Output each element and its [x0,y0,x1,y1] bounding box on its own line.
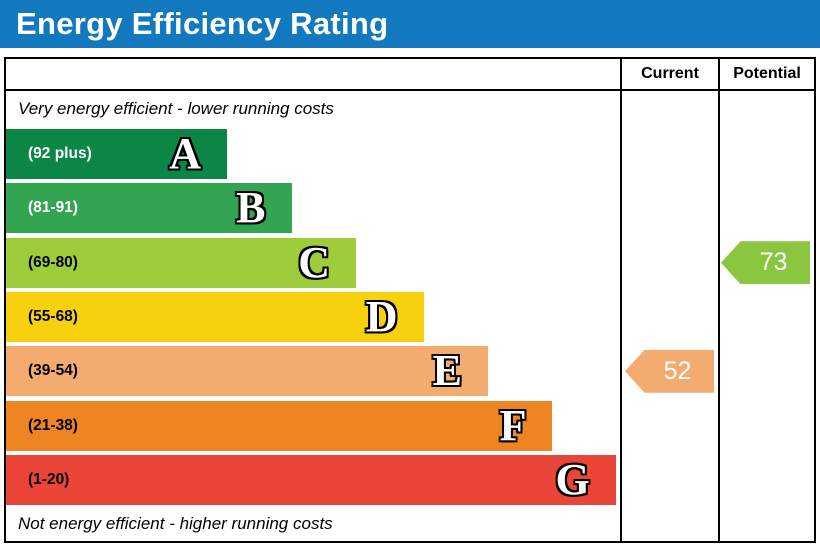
band-range-label: (1-20) [28,470,70,488]
band-range-label: (39-54) [28,362,78,380]
band-row-f: (21-38) F [6,398,620,452]
energy-rating-chart: Very energy efficient - lower running co… [4,57,816,543]
band-range-label: (92 plus) [28,145,92,163]
bands-body: Very energy efficient - lower running co… [6,91,620,541]
current-rating-value: 52 [663,356,692,385]
current-rating-arrow: 52 [625,349,714,393]
potential-rating-arrow: 73 [721,241,810,285]
band-letter: A [169,129,202,179]
potential-column-header: Potential [720,59,814,91]
band-bar-e: (39-54) E [6,346,488,397]
potential-rating-value: 73 [759,248,788,277]
band-bar-b: (81-91) B [6,183,292,234]
page-title: Energy Efficiency Rating [16,6,389,41]
band-bar-f: (21-38) F [6,400,553,451]
band-letter: C [298,237,330,287]
band-range-label: (81-91) [28,199,78,217]
band-row-g: (1-20) G [6,453,620,507]
bottom-note: Not energy efficient - higher running co… [18,514,333,533]
band-bar-g: (1-20) G [6,454,616,505]
band-row-c: (69-80) C [6,236,620,290]
bands: (92 plus) A (81-91) B (69-80) C (55-68) D (39-54… [6,127,620,507]
band-letter: F [499,400,527,450]
band-letter: B [236,183,266,233]
band-letter: G [555,454,590,504]
band-row-a: (92 plus) A [6,127,620,181]
band-letter: E [432,346,462,396]
band-bar-d: (55-68) D [6,291,424,342]
top-note: Very energy efficient - lower running co… [18,99,334,118]
current-column-header: Current [622,59,718,91]
potential-column-body: 73 [720,91,814,541]
potential-column: Potential 73 [718,59,814,541]
band-range-label: (55-68) [28,307,78,325]
current-column: Current 52 [620,59,718,541]
current-column-body: 52 [622,91,718,541]
band-bar-a: (92 plus) A [6,129,228,180]
band-row-b: (81-91) B [6,181,620,235]
main-column-header [6,59,620,91]
band-range-label: (69-80) [28,253,78,271]
band-letter: D [365,291,398,341]
title-bar: Energy Efficiency Rating [0,0,820,48]
band-bar-c: (69-80) C [6,237,356,288]
band-range-label: (21-38) [28,416,78,434]
band-row-d: (55-68) D [6,290,620,344]
band-row-e: (39-54) E [6,344,620,398]
bands-column: Very energy efficient - lower running co… [6,59,620,541]
